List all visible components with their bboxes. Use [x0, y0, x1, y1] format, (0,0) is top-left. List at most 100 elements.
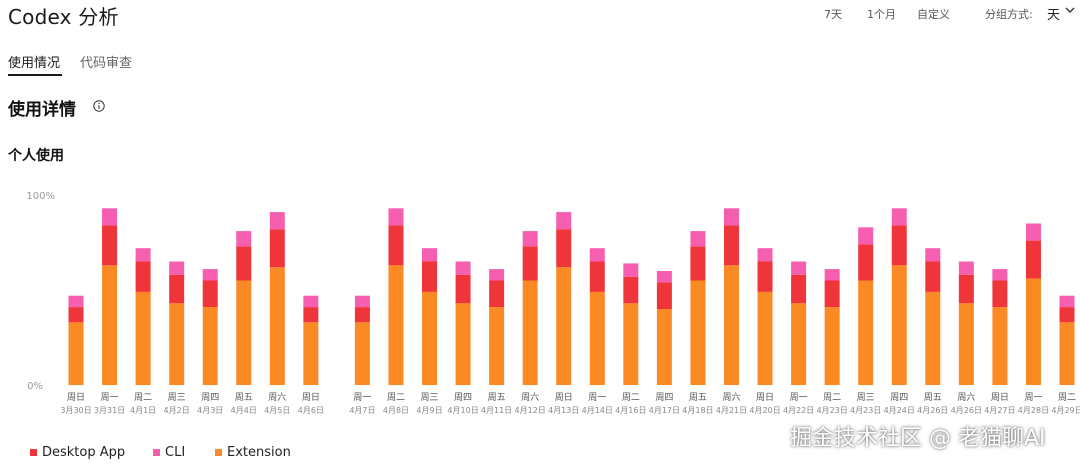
info-icon[interactable] [93, 100, 105, 112]
bar-segment-desktop-app[interactable] [68, 307, 84, 323]
bar-segment-cli[interactable] [102, 208, 118, 226]
bar-segment-extension[interactable] [422, 291, 438, 385]
bar-segment-desktop-app[interactable] [135, 261, 151, 292]
bar-segment-extension[interactable] [690, 280, 706, 386]
bar-segment-cli[interactable] [422, 248, 438, 262]
bar-segment-desktop-app[interactable] [992, 280, 1008, 308]
bar-segment-cli[interactable] [858, 227, 874, 245]
bar-segment-cli[interactable] [489, 269, 505, 281]
bar-segment-desktop-app[interactable] [824, 280, 840, 308]
bar-segment-desktop-app[interactable] [169, 274, 185, 304]
bar-segment-desktop-app[interactable] [858, 244, 874, 281]
bar-segment-cli[interactable] [522, 231, 538, 247]
bar-segment-extension[interactable] [824, 307, 840, 385]
bar-segment-desktop-app[interactable] [1025, 240, 1041, 279]
bar-segment-extension[interactable] [68, 322, 84, 385]
bar-segment-cli[interactable] [623, 263, 639, 277]
bar-segment-extension[interactable] [169, 303, 185, 385]
bar-segment-extension[interactable] [388, 265, 404, 385]
bar-segment-desktop-app[interactable] [236, 246, 252, 281]
chevron-down-icon[interactable] [1063, 3, 1077, 17]
range-1-month-button[interactable]: 1个月 [867, 8, 896, 21]
bar-segment-desktop-app[interactable] [723, 225, 739, 266]
bar-segment-cli[interactable] [723, 208, 739, 226]
bar-segment-cli[interactable] [202, 269, 218, 281]
bar-segment-cli[interactable] [1059, 295, 1075, 308]
bar-segment-extension[interactable] [202, 307, 218, 385]
bar-segment-extension[interactable] [1059, 322, 1075, 385]
bar-segment-cli[interactable] [824, 269, 840, 281]
bar-segment-desktop-app[interactable] [422, 261, 438, 292]
legend-item-cli[interactable]: CLI [153, 445, 185, 460]
range-7-days-button[interactable]: 7天 [824, 8, 842, 21]
bar-segment-extension[interactable] [269, 267, 285, 385]
bar-segment-desktop-app[interactable] [354, 307, 370, 323]
bar-segment-desktop-app[interactable] [556, 229, 572, 268]
bar-segment-extension[interactable] [723, 265, 739, 385]
bar-segment-extension[interactable] [303, 322, 319, 385]
bar-segment-desktop-app[interactable] [958, 274, 974, 304]
bar-segment-extension[interactable] [858, 280, 874, 386]
bar-segment-extension[interactable] [757, 291, 773, 385]
bar-segment-desktop-app[interactable] [269, 229, 285, 268]
bar-segment-extension[interactable] [455, 303, 471, 385]
bar-segment-extension[interactable] [958, 303, 974, 385]
legend-item-extension[interactable]: Extension [215, 445, 291, 460]
bar-segment-cli[interactable] [303, 295, 319, 308]
bar-segment-cli[interactable] [388, 208, 404, 226]
bar-segment-desktop-app[interactable] [690, 246, 706, 281]
legend-item-desktop-app[interactable]: Desktop App [30, 445, 125, 460]
bar-segment-extension[interactable] [623, 303, 639, 385]
bar-segment-cli[interactable] [455, 261, 471, 275]
bar-segment-cli[interactable] [236, 231, 252, 247]
bar-segment-cli[interactable] [925, 248, 941, 262]
bar-segment-extension[interactable] [1025, 278, 1041, 385]
bar-segment-extension[interactable] [102, 265, 118, 385]
groupby-select[interactable]: 天 [1047, 8, 1061, 23]
bar-segment-cli[interactable] [992, 269, 1008, 281]
bar-segment-desktop-app[interactable] [791, 274, 807, 304]
bar-segment-desktop-app[interactable] [489, 280, 505, 308]
bar-segment-extension[interactable] [992, 307, 1008, 385]
bar-segment-desktop-app[interactable] [656, 282, 672, 309]
bar-segment-desktop-app[interactable] [102, 225, 118, 266]
bar-segment-cli[interactable] [791, 261, 807, 275]
tab-code-review[interactable]: 代码审查 [80, 56, 133, 71]
bar-segment-cli[interactable] [269, 212, 285, 230]
bar-segment-extension[interactable] [236, 280, 252, 386]
range-custom-button[interactable]: 自定义 [917, 8, 950, 21]
bar-segment-cli[interactable] [135, 248, 151, 262]
bar-segment-desktop-app[interactable] [623, 276, 639, 304]
bar-segment-extension[interactable] [556, 267, 572, 385]
bar-segment-desktop-app[interactable] [925, 261, 941, 292]
bar-segment-desktop-app[interactable] [891, 225, 907, 266]
bar-segment-desktop-app[interactable] [455, 274, 471, 304]
bar-segment-cli[interactable] [757, 248, 773, 262]
bar-segment-extension[interactable] [589, 291, 605, 385]
bar-segment-extension[interactable] [891, 265, 907, 385]
bar-segment-cli[interactable] [354, 295, 370, 308]
bar-segment-cli[interactable] [656, 271, 672, 283]
bar-segment-cli[interactable] [68, 295, 84, 308]
tab-usage[interactable]: 使用情况 [8, 56, 61, 71]
bar-segment-extension[interactable] [354, 322, 370, 385]
bar-segment-desktop-app[interactable] [388, 225, 404, 266]
bar-segment-extension[interactable] [791, 303, 807, 385]
bar-segment-desktop-app[interactable] [757, 261, 773, 292]
bar-segment-desktop-app[interactable] [522, 246, 538, 281]
bar-segment-cli[interactable] [1025, 223, 1041, 241]
bar-segment-desktop-app[interactable] [202, 280, 218, 308]
bar-segment-cli[interactable] [556, 212, 572, 230]
bar-segment-desktop-app[interactable] [303, 307, 319, 323]
bar-segment-cli[interactable] [891, 208, 907, 226]
bar-segment-extension[interactable] [489, 307, 505, 385]
bar-segment-extension[interactable] [656, 309, 672, 385]
bar-segment-extension[interactable] [135, 291, 151, 385]
bar-segment-extension[interactable] [522, 280, 538, 386]
bar-segment-cli[interactable] [169, 261, 185, 275]
bar-segment-cli[interactable] [690, 231, 706, 247]
bar-segment-desktop-app[interactable] [1059, 307, 1075, 323]
bar-segment-extension[interactable] [925, 291, 941, 385]
bar-segment-desktop-app[interactable] [589, 261, 605, 292]
bar-segment-cli[interactable] [589, 248, 605, 262]
